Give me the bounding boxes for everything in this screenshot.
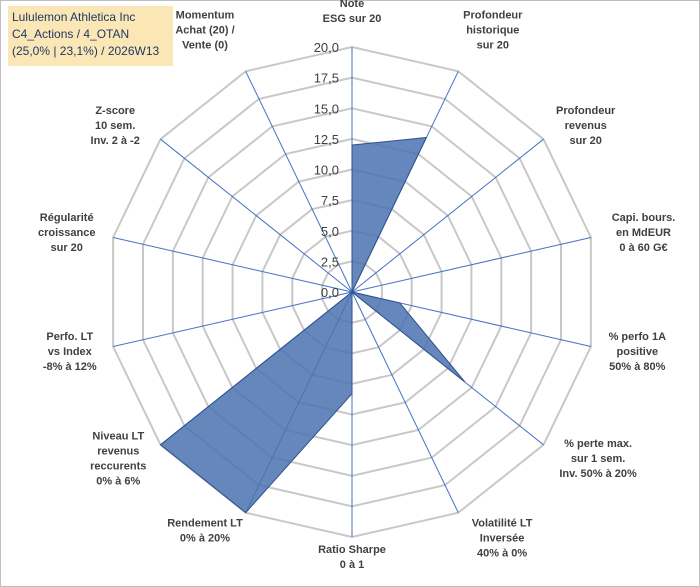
axis-spoke — [351, 138, 544, 293]
axis-label-line: 0% à 20% — [180, 533, 230, 545]
axis-label-line: sur 20 — [477, 39, 509, 51]
axis-label-line: ESG sur 20 — [323, 13, 382, 25]
axis-label-line: Capi. bours. — [612, 212, 676, 224]
axis-label-line: Perfo. LT — [46, 331, 93, 343]
axis-label: % perte max. sur 1 sem. Inv. 50% à 20% — [559, 438, 637, 480]
axis-label-line: revenus — [565, 120, 607, 132]
axis-label-line: 0 à 1 — [340, 559, 364, 571]
axis-label-line: Inversée — [480, 533, 525, 545]
axis-label-line: Niveau LT — [92, 431, 144, 443]
tick-label: 10,0 — [314, 163, 339, 178]
axis-label: Profondeur revenus sur 20 — [556, 105, 616, 147]
axis-label-line: 40% à 0% — [477, 548, 527, 560]
axis-label-line: sur 20 — [569, 135, 601, 147]
axis-label: Profondeur historique sur 20 — [463, 9, 523, 51]
axis-spoke — [245, 71, 353, 293]
axis-spoke — [351, 291, 459, 513]
chart-title-box: Lululemon Athletica Inc C4_Actions / 4_O… — [8, 6, 173, 66]
axis-label-line: Rendement LT — [167, 518, 243, 530]
axis-label-line: Régularité — [40, 212, 94, 224]
axis-label-line: Inv. 2 à -2 — [91, 135, 140, 147]
tick-label: 2,5 — [321, 254, 339, 269]
axis-label-line: croissance — [38, 227, 95, 239]
axis-spoke — [351, 237, 592, 293]
axis-label-line: Profondeur — [556, 105, 616, 117]
axis-label-line: 50% à 80% — [609, 361, 665, 373]
axis-label-line: Inv. 50% à 20% — [559, 468, 637, 480]
axis-label: Z-score 10 sem. Inv. 2 à -2 — [91, 105, 140, 147]
tick-label: 12,5 — [314, 132, 339, 147]
axis-label: Perfo. LT vs Index -8% à 12% — [43, 331, 97, 373]
tick-label: 20,0 — [314, 40, 339, 55]
axis-label-line: Vente (0) — [182, 39, 228, 51]
axis-label: % perfo 1A positive 50% à 80% — [609, 331, 667, 373]
axis-label-line: % perfo 1A — [609, 331, 667, 343]
axis-label-line: Achat (20) / — [175, 24, 234, 36]
axis-label: Note ESG sur 20 — [323, 0, 382, 25]
axis-label-line: historique — [466, 24, 519, 36]
tick-label: 17,5 — [314, 71, 339, 86]
axis-label-line: sur 1 sem. — [571, 453, 625, 465]
axis-label: Capi. bours. en MdEUR 0 à 60 G€ — [612, 212, 676, 254]
title-score: (25,0% | 23,1%) / 2026W13 — [12, 44, 160, 58]
axis-spoke — [160, 138, 353, 293]
tick-label: 7,5 — [321, 193, 339, 208]
axis-label-line: Note — [340, 0, 364, 10]
axis-label-line: Momentum — [176, 9, 235, 21]
axis-label: Régularité croissance sur 20 — [38, 212, 95, 254]
axis-spoke — [112, 291, 353, 347]
axis-label-line: 0% à 6% — [96, 476, 140, 488]
axis-label: Momentum Achat (20) / Vente (0) — [175, 9, 234, 51]
axis-label: Niveau LT revenus reccurents 0% à 6% — [90, 431, 146, 488]
axis-label: Volatilité LT Inversée 40% à 0% — [472, 518, 533, 560]
axis-label-line: Profondeur — [463, 9, 523, 21]
axis-label-line: 0 à 60 G€ — [619, 242, 667, 254]
axis-label-line: Volatilité LT — [472, 518, 533, 530]
axis-label-line: positive — [617, 346, 659, 358]
tick-label: 15,0 — [314, 101, 339, 116]
axis-label-line: vs Index — [48, 346, 93, 358]
axis-label: Ratio Sharpe 0 à 1 — [318, 544, 386, 571]
axis-label-line: -8% à 12% — [43, 361, 97, 373]
axis-label-line: 10 sem. — [95, 120, 135, 132]
axis-label-line: en MdEUR — [616, 227, 671, 239]
axis-label-line: revenus — [97, 446, 139, 458]
axis-label-line: % perte max. — [564, 438, 632, 450]
title-category: C4_Actions / 4_OTAN — [12, 27, 130, 41]
tick-label: 0,0 — [321, 285, 339, 300]
axis-label-line: reccurents — [90, 461, 146, 473]
axis-label-line: sur 20 — [50, 242, 82, 254]
axis-label: Rendement LT 0% à 20% — [167, 518, 243, 545]
axis-label-line: Z-score — [95, 105, 135, 117]
axis-label-line: Ratio Sharpe — [318, 544, 386, 556]
title-company: Lululemon Athletica Inc — [12, 10, 136, 24]
axis-spoke — [112, 237, 353, 293]
tick-label: 5,0 — [321, 224, 339, 239]
